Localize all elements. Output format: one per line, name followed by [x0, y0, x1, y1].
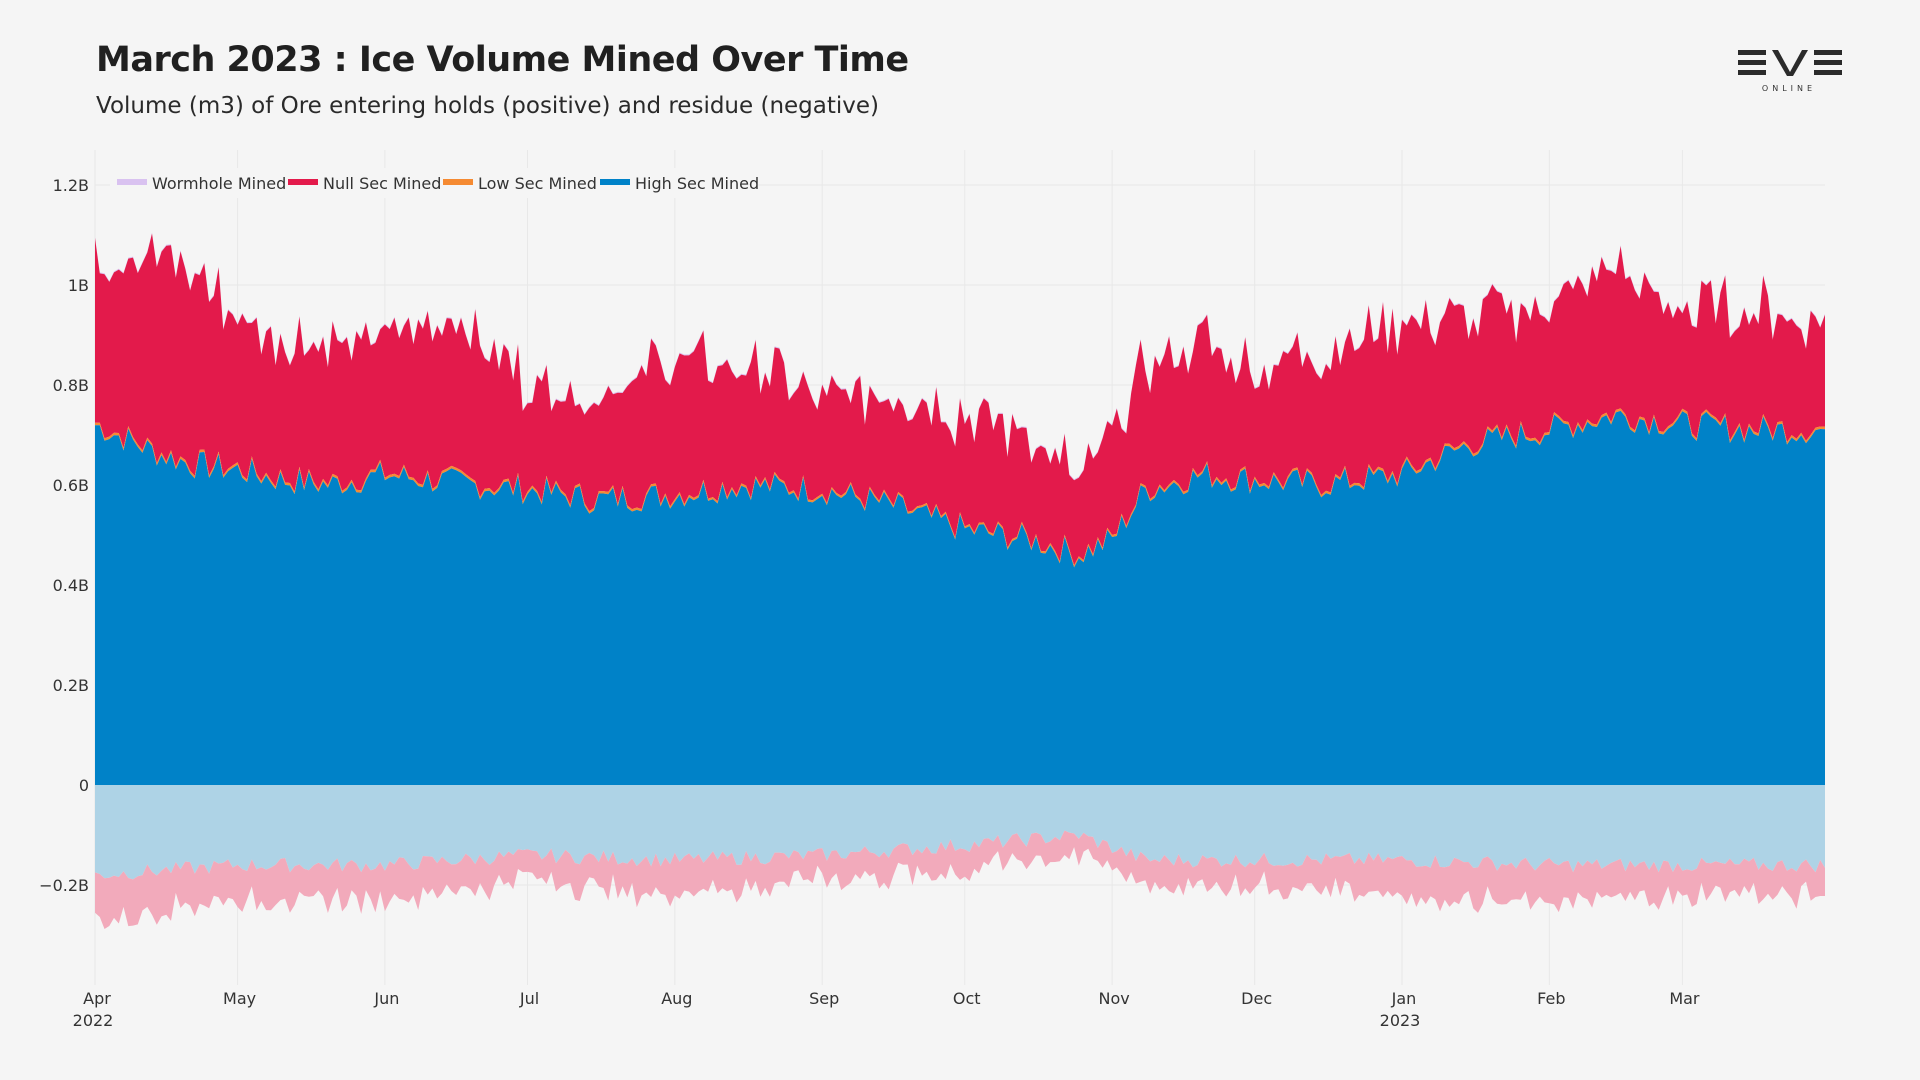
legend-entry-label[interactable]: High Sec Mined: [635, 174, 759, 193]
y-axis: 1.2B 1B 0.8B 0.6B 0.4B 0.2B 0 −0.2B: [39, 176, 89, 895]
y-tick-label: −0.2B: [39, 876, 89, 895]
legend-entry-label[interactable]: Low Sec Mined: [478, 174, 597, 193]
null-sec-residue-area: [95, 830, 1825, 929]
legend-swatch: [443, 179, 473, 185]
x-tick-label: Sep: [809, 989, 839, 1008]
high-sec-mined-area: [95, 410, 1825, 785]
x-tick-label: Apr: [83, 989, 111, 1008]
legend-entry-label[interactable]: Wormhole Mined: [152, 174, 286, 193]
series-areas: [95, 232, 1825, 929]
x-tick-label: Dec: [1241, 989, 1272, 1008]
x-tick-year-label: 2022: [73, 1011, 114, 1030]
x-tick-label: Oct: [953, 989, 981, 1008]
y-tick-label: 0: [79, 776, 89, 795]
chart-subtitle: Volume (m3) of Ore entering holds (posit…: [96, 93, 880, 119]
x-tick-label: Jan: [1391, 989, 1417, 1008]
x-tick-label: Jun: [373, 989, 399, 1008]
y-tick-label: 0.4B: [53, 576, 89, 595]
x-tick-label: Nov: [1098, 989, 1129, 1008]
x-tick-year-label: 2023: [1380, 1011, 1421, 1030]
chart-title: March 2023 : Ice Volume Mined Over Time: [96, 40, 909, 80]
x-tick-label: Jul: [519, 989, 539, 1008]
eve-online-logo-icon: [1738, 50, 1842, 76]
null-sec-mined-area: [95, 233, 1825, 566]
x-tick-label: May: [223, 989, 256, 1008]
y-tick-label: 1.2B: [53, 176, 89, 195]
legend-swatch: [288, 179, 318, 185]
y-tick-label: 0.6B: [53, 476, 89, 495]
logo-subtext: ONLINE: [1761, 84, 1817, 93]
legend-swatch: [117, 179, 147, 185]
legend: Wormhole Mined Null Sec Mined Low Sec Mine…: [110, 168, 759, 198]
legend-swatch: [600, 179, 630, 185]
y-tick-label: 0.2B: [53, 676, 89, 695]
x-tick-label: Aug: [661, 989, 692, 1008]
y-tick-label: 1B: [68, 276, 89, 295]
x-axis: Apr 2022 May Jun Jul Aug Sep Oct Nov Dec Jan 2023 Fe…: [73, 989, 1700, 1030]
x-tick-label: Feb: [1537, 989, 1565, 1008]
y-tick-label: 0.8B: [53, 376, 89, 395]
legend-background: [110, 168, 758, 198]
high-sec-residue-area: [95, 785, 1825, 880]
x-tick-label: Mar: [1669, 989, 1700, 1008]
legend-entry-label[interactable]: Null Sec Mined: [323, 174, 441, 193]
